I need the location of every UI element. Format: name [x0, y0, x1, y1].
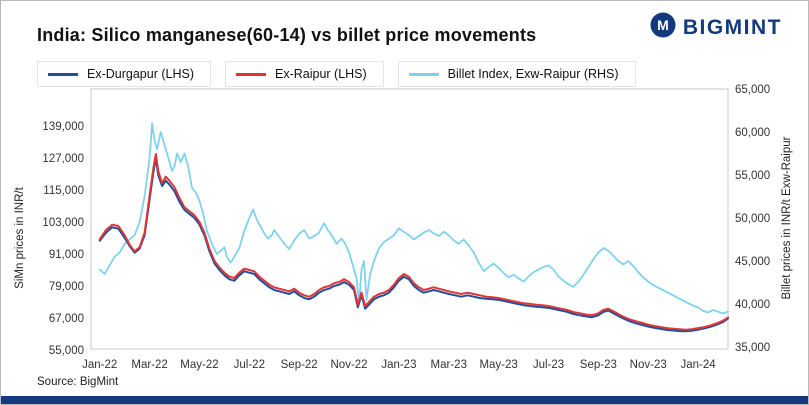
legend-label-billet-index: Billet Index, Exw-Raipur (RHS) [447, 67, 619, 81]
x-axis-tick-label: Nov-23 [630, 359, 667, 371]
series-line-3 [98, 122, 729, 315]
footer-bar [1, 396, 808, 404]
left-axis-tick-label: 91,000 [49, 249, 84, 261]
legend-item-billet-index: Billet Index, Exw-Raipur (RHS) [397, 61, 636, 87]
right-axis-tick-label: 45,000 [735, 256, 770, 268]
left-axis-tick-label: 55,000 [49, 345, 84, 357]
x-axis-tick-label: Jan-24 [680, 359, 716, 371]
right-axis-tick-label: 35,000 [735, 342, 770, 354]
left-axis-title: SiMn prices in INR/t [14, 186, 26, 288]
right-axis-tick-label: 55,000 [735, 170, 770, 182]
right-axis-tick-label: 40,000 [735, 299, 770, 311]
right-axis-tick-label: 60,000 [735, 127, 770, 139]
right-axis-tick-label: 50,000 [735, 213, 770, 225]
right-axis-title: Billet prices in INR/t Exw-Raipur [781, 136, 793, 299]
series-line-2 [98, 153, 729, 331]
x-axis-tick-label: Sep-23 [580, 359, 617, 371]
right-axis-tick-label: 65,000 [735, 84, 770, 96]
legend-label-ex-raipur: Ex-Raipur (LHS) [274, 67, 367, 81]
legend-item-ex-raipur: Ex-Raipur (LHS) [224, 61, 384, 87]
legend: Ex-Durgapur (LHS) Ex-Raipur (LHS) Billet… [37, 61, 636, 87]
left-axis-tick-label: 103,000 [42, 217, 84, 229]
left-axis-tick-label: 79,000 [49, 281, 84, 293]
x-axis-tick-label: Jan-22 [82, 359, 117, 371]
x-axis-tick-label: Nov-22 [331, 359, 368, 371]
legend-item-ex-durgapur: Ex-Durgapur (LHS) [37, 61, 211, 87]
logo-letter: M [657, 17, 669, 33]
x-axis-tick-label: Jan-23 [381, 359, 416, 371]
left-axis-tick-label: 139,000 [42, 121, 84, 133]
brand-logo: M BIGMINT [650, 12, 782, 43]
series-line-1 [98, 157, 729, 333]
x-axis-tick-label: Jul-23 [533, 359, 564, 371]
left-axis-tick-label: 127,000 [42, 153, 84, 165]
x-axis-tick-label: Sep-22 [281, 359, 318, 371]
x-axis-tick-label: May-22 [180, 359, 218, 371]
left-axis-tick-label: 115,000 [43, 185, 84, 197]
x-axis-tick-label: Mar-23 [431, 359, 467, 371]
legend-swatch-ex-raipur [235, 72, 266, 76]
legend-swatch-ex-durgapur [48, 72, 78, 76]
x-axis-tick-label: May-23 [479, 359, 517, 371]
left-axis-tick-label: 67,000 [49, 313, 84, 325]
bigmint-logo-icon: M [650, 12, 676, 43]
brand-name: BIGMINT [682, 15, 782, 39]
page-title: India: Silico manganese(60-14) vs billet… [37, 25, 537, 45]
x-axis-tick-label: Jul-22 [234, 359, 265, 371]
x-axis-tick-label: Mar-22 [131, 359, 167, 371]
legend-swatch-billet-index [408, 72, 439, 76]
legend-label-ex-durgapur: Ex-Durgapur (LHS) [87, 67, 194, 81]
source-text: Source: BigMint [37, 376, 119, 388]
plot-frame [90, 88, 729, 350]
